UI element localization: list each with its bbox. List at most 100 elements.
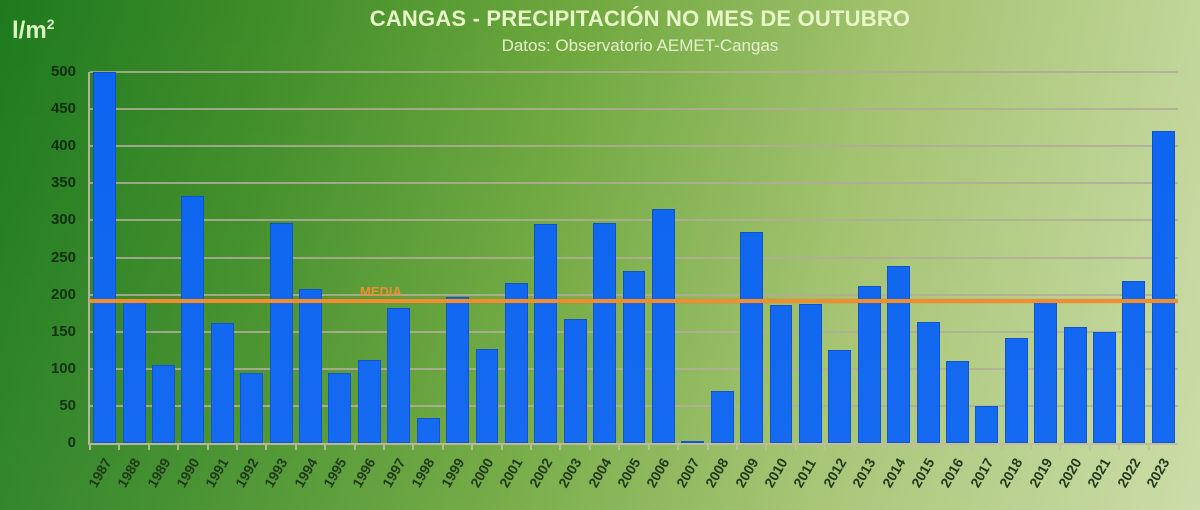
x-tick-label: 2018 (996, 455, 1026, 491)
x-tick-label: 1993 (261, 455, 291, 491)
chart-subtitle: Datos: Observatorio AEMET-Cangas (501, 36, 779, 55)
x-tick-label: 2009 (731, 455, 762, 491)
bar-2014 (887, 266, 911, 443)
x-tick-label: 1996 (349, 455, 379, 491)
x-tick-label: 2007 (672, 455, 703, 491)
bar-2002 (534, 224, 558, 443)
y-tick-label: 50 (59, 396, 76, 414)
bar-2006 (651, 208, 675, 443)
x-tick (412, 445, 415, 450)
x-tick (1088, 445, 1091, 450)
y-tick-label: 300 (50, 211, 76, 229)
bar-1993 (269, 222, 293, 443)
y-tick-label: 100 (50, 359, 76, 377)
bar-1992 (240, 372, 264, 443)
x-tick-label: 2010 (761, 455, 791, 491)
x-tick (559, 445, 562, 450)
bar-2018 (1004, 338, 1028, 443)
y-tick-label: 200 (50, 285, 76, 303)
x-tick-label: 1995 (319, 455, 350, 491)
x-tick (265, 445, 268, 450)
x-tick-label: 2003 (555, 455, 585, 491)
x-tick-label: 1997 (378, 455, 409, 491)
y-tick-label: 400 (50, 137, 76, 155)
x-tick-label: 2016 (937, 455, 967, 491)
x-tick-label: 2002 (525, 455, 556, 491)
gridline (90, 145, 1178, 148)
x-tick-label: 2021 (1084, 455, 1114, 491)
bar-1995 (328, 372, 352, 443)
bar-2017 (975, 405, 999, 443)
x-tick (941, 445, 944, 450)
x-tick (853, 445, 856, 450)
bar-1990 (181, 195, 205, 443)
bar-1987 (93, 72, 117, 443)
x-tick (1118, 445, 1121, 450)
bar-1996 (357, 359, 381, 443)
mean-line (90, 298, 1178, 303)
y-tick-label: 450 (50, 100, 76, 118)
x-tick-label: 1999 (437, 455, 467, 491)
bar-2011 (798, 304, 822, 443)
x-tick-label: 1991 (202, 455, 232, 491)
unit-superscript: 2 (46, 16, 55, 32)
x-tick (765, 445, 768, 450)
x-tick (1029, 445, 1032, 450)
x-tick-label: 2005 (614, 455, 644, 491)
x-tick (206, 445, 209, 450)
gridline (90, 182, 1178, 185)
x-tick (177, 445, 180, 450)
bar-2009 (740, 232, 764, 443)
x-tick (1000, 445, 1003, 450)
unit-text: l/m (12, 17, 47, 44)
bar-2003 (563, 319, 587, 443)
x-tick-label: 2023 (1143, 455, 1173, 491)
y-axis (88, 72, 90, 445)
x-tick (294, 445, 297, 450)
bar-1994 (299, 288, 322, 443)
x-tick-label: 1987 (84, 455, 115, 491)
x-tick-label: 1988 (114, 455, 144, 491)
bar-2007 (681, 440, 705, 443)
x-tick-label: 2017 (966, 455, 997, 491)
bar-2013 (857, 286, 881, 443)
gridline (90, 256, 1178, 259)
gridline (90, 108, 1178, 111)
x-tick-label: 2011 (790, 455, 820, 491)
bar-2008 (710, 391, 734, 443)
x-tick (1059, 445, 1062, 450)
x-tick (588, 445, 591, 450)
x-tick (89, 445, 91, 450)
bar-2022 (1122, 281, 1146, 443)
x-tick-label: 2013 (849, 455, 879, 491)
x-tick (383, 445, 386, 450)
x-tick (677, 445, 680, 450)
mean-label: MEDIA (360, 283, 402, 299)
y-tick-label: 0 (67, 434, 76, 451)
y-tick-label: 250 (50, 248, 76, 266)
bar-2015 (916, 322, 940, 443)
x-tick-label: 2012 (819, 455, 850, 491)
bar-1999 (446, 296, 470, 443)
x-tick-label: 2019 (1025, 455, 1056, 491)
x-tick-label: 1989 (143, 455, 173, 491)
x-tick (1147, 445, 1150, 450)
x-tick-label: 2015 (908, 455, 938, 491)
x-tick (441, 445, 444, 450)
x-tick (500, 445, 503, 450)
bar-1989 (152, 365, 175, 443)
gridline (90, 71, 1178, 73)
bar-1991 (210, 322, 234, 443)
x-tick (147, 445, 150, 450)
x-tick-label: 2022 (1113, 455, 1144, 491)
bar-2004 (593, 222, 617, 443)
x-tick-label: 2020 (1055, 455, 1085, 491)
x-tick (971, 445, 974, 450)
x-tick (618, 445, 621, 450)
x-tick-label: 2008 (702, 455, 732, 491)
gridline (90, 219, 1178, 222)
y-tick-label: 500 (50, 63, 76, 80)
bar-2012 (828, 350, 852, 443)
x-tick (706, 445, 709, 450)
